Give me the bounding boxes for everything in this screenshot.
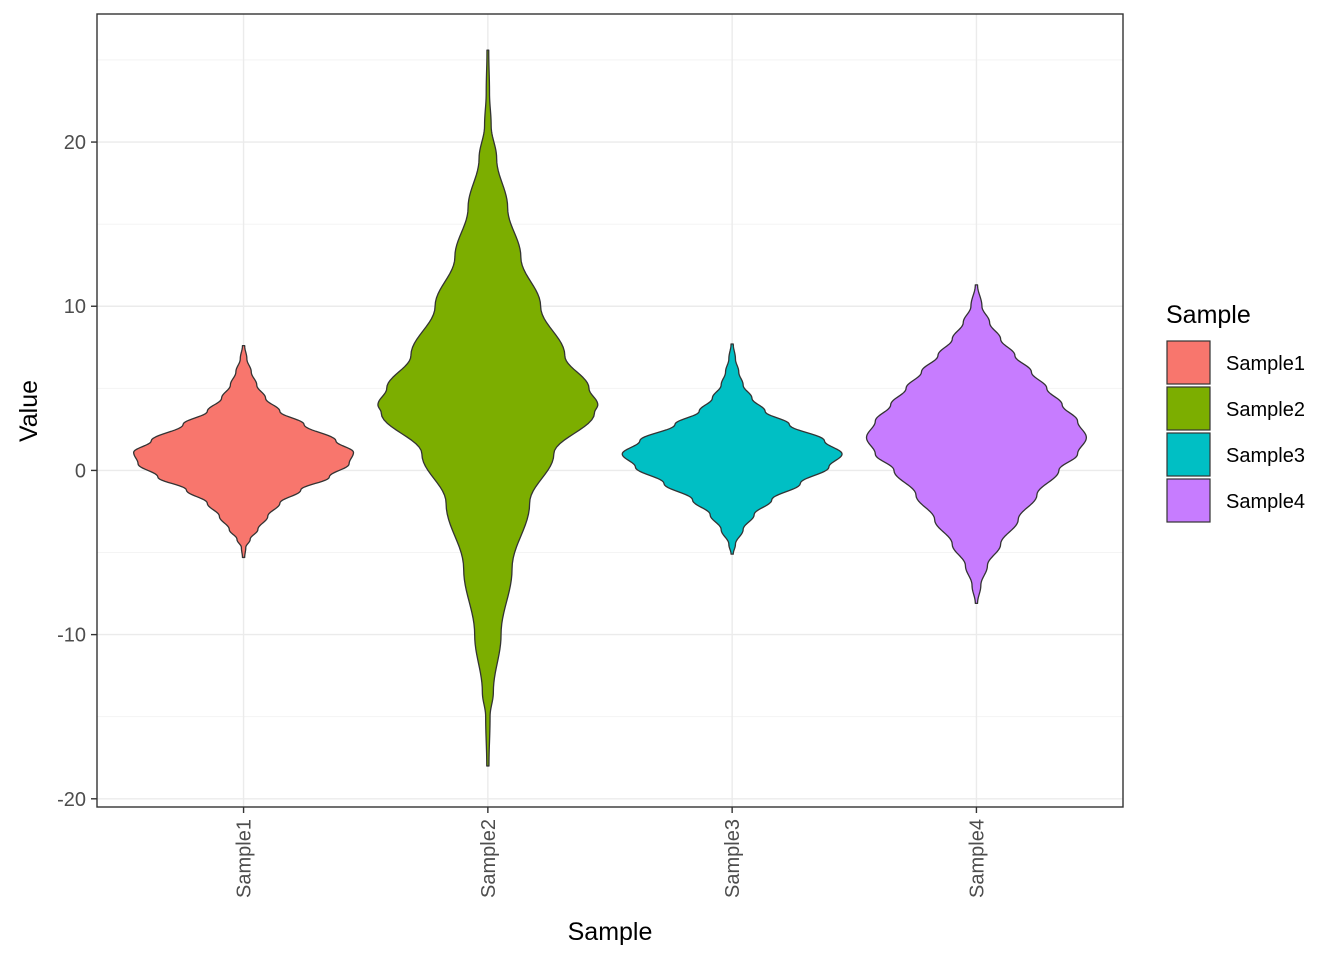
x-axis-title: Sample <box>568 918 653 946</box>
y-tick-label: 20 <box>64 132 86 154</box>
violin-sample2 <box>377 49 599 767</box>
x-tick-label: Sample3 <box>722 819 744 898</box>
x-tick-label: Sample2 <box>478 819 500 898</box>
legend-key-sample2 <box>1166 386 1211 431</box>
y-tick-label: -10 <box>57 625 86 647</box>
x-tick-label: Sample4 <box>966 819 988 898</box>
violin-sample4 <box>865 284 1088 605</box>
plot-panel-border <box>96 13 1124 808</box>
legend-key-sample3 <box>1166 432 1211 477</box>
y-tick-label: 0 <box>75 460 86 482</box>
y-axis-title: Value <box>15 380 43 442</box>
y-tick-label: 10 <box>64 296 86 318</box>
legend-label: Sample4 <box>1226 491 1305 513</box>
axes: -20 -10 0 10 20 Sample1 Sample2 Sample3 Sample4 <box>57 132 988 898</box>
legend-key-sample1 <box>1166 340 1211 385</box>
violin-sample3 <box>621 343 843 555</box>
x-tick-label: Sample1 <box>234 819 256 898</box>
y-tick-label: -20 <box>57 789 86 811</box>
legend-label: Sample2 <box>1226 399 1305 421</box>
legend-key-sample4 <box>1166 478 1211 523</box>
violin-sample1 <box>132 345 355 559</box>
violins <box>132 49 1088 767</box>
legend-label: Sample3 <box>1226 445 1305 467</box>
legend-label: Sample1 <box>1226 353 1305 375</box>
legend-title: Sample <box>1166 301 1251 329</box>
legend: Sample Sample1 Sample2 Sample3 Sample4 <box>1166 301 1305 523</box>
